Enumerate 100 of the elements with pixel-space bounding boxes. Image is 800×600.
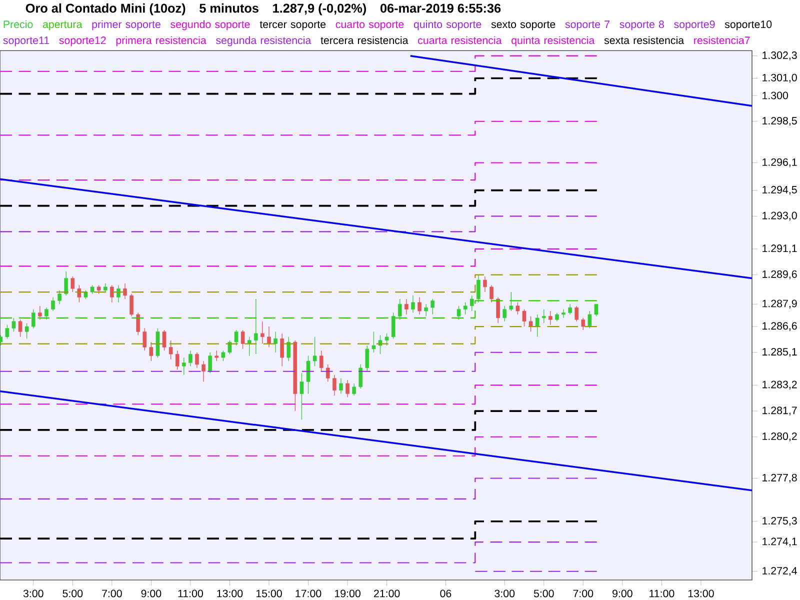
candlestick (247, 336, 252, 356)
candlestick (306, 356, 310, 394)
candlestick (588, 310, 592, 329)
candlestick (130, 293, 134, 317)
candlestick (352, 383, 356, 396)
candlestick (267, 326, 271, 348)
y-tick-label: 1.272,4 (762, 566, 798, 576)
candlestick (123, 283, 127, 300)
text: apertura (42, 21, 82, 30)
candlestick (391, 312, 396, 339)
candlestick (64, 271, 68, 296)
candlestick (358, 364, 363, 389)
candlestick (240, 330, 245, 350)
candlestick (300, 372, 304, 420)
legend-label: soporte10 (724, 20, 772, 30)
legend-label: soporte12 (59, 36, 106, 46)
text: 1.287,9 (-0,02%) (273, 3, 366, 16)
x-tick-label: 17:00 (296, 590, 322, 598)
x-tick-label: 11:00 (178, 590, 203, 598)
x-tick-label: 5:00 (62, 590, 83, 598)
y-tick-label: 1.283,2 (762, 380, 797, 390)
candlestick (58, 290, 62, 304)
y-tick-label: 1.277,8 (762, 474, 797, 483)
candlestick (522, 308, 526, 327)
text: cuarto soporte (336, 21, 404, 30)
candlestick (411, 295, 415, 314)
candlestick (175, 350, 180, 370)
candlestick (456, 306, 461, 320)
candlestick (463, 302, 468, 315)
candlestick (404, 298, 408, 315)
candlestick (142, 328, 147, 352)
candlestick (77, 284, 82, 303)
candlestick (528, 316, 533, 332)
candlestick (5, 324, 10, 339)
text: segundo soporte (170, 20, 250, 30)
x-tick-label: 13:00 (688, 590, 714, 598)
text: Precio (4, 20, 33, 28)
y-tick-label: 1.285,1 (762, 348, 797, 357)
candlestick (234, 330, 238, 346)
candlestick (116, 284, 120, 303)
candlestick (274, 331, 278, 353)
x-tick-label: 19:00 (335, 590, 360, 598)
candlestick (228, 340, 232, 354)
candlestick (195, 352, 199, 368)
text: quinta resistencia (512, 36, 595, 46)
legend-label: soporte9 (674, 20, 715, 30)
candlestick (286, 336, 291, 362)
text: tercera resistencia (320, 36, 408, 44)
x-tick-label: 3:00 (23, 590, 44, 598)
x-tick-label: 21:00 (374, 590, 400, 598)
candlestick (319, 350, 324, 372)
text: quinto soporte (414, 20, 482, 30)
candlestick (384, 333, 389, 346)
candlestick (31, 308, 36, 329)
candlestick (149, 342, 154, 362)
text: cuarta resistencia (418, 36, 502, 44)
y-tick-label: 1.287,9 (762, 300, 797, 309)
y-tick-label: 1.286,6 (762, 322, 797, 331)
candlestick (38, 306, 42, 320)
candlestick (594, 304, 598, 317)
candlestick (496, 296, 500, 324)
candlestick (509, 292, 514, 312)
candlestick (12, 318, 16, 332)
candlestick (182, 357, 186, 376)
y-tick-label: 1.301,0 (762, 74, 797, 83)
x-tick-label: 9:00 (141, 590, 162, 598)
y-tick-label: 1.289,6 (762, 270, 797, 280)
candlestick (568, 304, 572, 315)
candlestick (398, 298, 402, 320)
x-tick-label: 3:00 (494, 590, 515, 598)
candlestick (260, 321, 264, 344)
candlestick (574, 306, 579, 322)
candlestick (202, 360, 206, 382)
candlestick (346, 380, 350, 398)
candlestick (332, 374, 336, 396)
legend-label: soporte11 (3, 36, 50, 46)
candlestick (312, 336, 317, 367)
candlestick (51, 296, 55, 312)
candlestick (162, 330, 166, 352)
candlestick (562, 308, 566, 318)
candlestick (254, 298, 258, 354)
y-tick-label: 1.302,3 (762, 51, 797, 60)
x-tick-label: 5:00 (534, 590, 554, 598)
candlestick (470, 295, 474, 312)
candlestick (476, 274, 480, 303)
candlestick (136, 312, 140, 336)
text: resistencia7 (694, 36, 750, 44)
chart-subtitle: 5 minutos (200, 3, 258, 13)
x-tick-label: 13:00 (217, 590, 243, 598)
y-tick-label: 1.298,5 (762, 116, 797, 126)
candlestick (70, 276, 75, 292)
candlestick (535, 314, 540, 338)
text: soporte 7 (565, 20, 610, 30)
candlestick (339, 378, 343, 394)
candlestick (188, 350, 192, 367)
y-tick-label: 1.294,5 (762, 186, 797, 195)
candlestick (221, 350, 226, 362)
candlestick (44, 307, 48, 320)
candlestick (280, 333, 284, 367)
text: sexto soporte (491, 21, 556, 30)
